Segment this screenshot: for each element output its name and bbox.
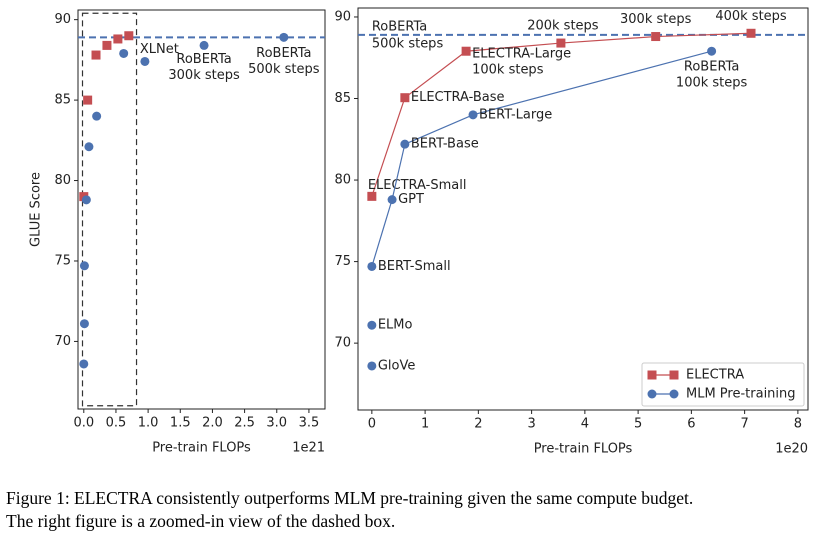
x-tick-label: 2 (474, 417, 482, 432)
y-tick-label: 70 (334, 336, 351, 351)
y-tick-label: 90 (54, 12, 71, 27)
x-axis-label: Pre-train FLOPs (152, 441, 251, 456)
point-label: ELECTRA-Base (411, 90, 505, 105)
data-point (279, 32, 289, 42)
legend-marker (647, 370, 657, 380)
data-point (113, 34, 123, 44)
data-point (367, 320, 377, 330)
zoom-box (81, 12, 138, 407)
plot-frame (357, 7, 809, 411)
data-point (367, 361, 377, 371)
legend-label: ELECTRA (686, 368, 744, 383)
x-tick-label: 1.0 (138, 416, 159, 431)
point-label: RoBERTa (256, 46, 311, 61)
x-tick-label: 3 (527, 417, 535, 432)
point-label: GloVe (378, 358, 416, 373)
data-point (79, 261, 89, 271)
data-point (707, 46, 717, 56)
data-point (81, 195, 91, 205)
point-label: XLNet (140, 42, 179, 57)
data-point (367, 191, 377, 201)
data-point (91, 50, 101, 60)
x-tick-label: 5 (634, 417, 642, 432)
point-label: BERT-Base (411, 137, 479, 152)
point-label: BERT-Small (378, 259, 451, 274)
point-label: 500k steps (248, 62, 320, 77)
data-point (84, 142, 94, 152)
data-point (102, 40, 112, 50)
data-point (124, 31, 134, 41)
reference-label: 500k steps (372, 36, 444, 51)
x-tick-label: 2.0 (202, 416, 223, 431)
y-tick-label: 75 (54, 253, 71, 268)
data-point (119, 48, 129, 58)
x-offset-label: 1e20 (775, 442, 808, 457)
series-line (371, 32, 752, 197)
x-tick-label: 8 (794, 417, 802, 432)
point-label: ELECTRA-Large (472, 47, 571, 62)
point-label: 100k steps (472, 63, 544, 78)
x-tick-label: 2.5 (234, 416, 255, 431)
legend-marker (647, 389, 657, 399)
caption-line: Figure 1: ELECTRA consistently outperfor… (6, 488, 693, 508)
x-offset-label: 1e21 (292, 441, 325, 456)
legend-marker (669, 389, 679, 399)
x-tick-label: 0.0 (73, 416, 94, 431)
y-axis-label: GLUE Score (29, 172, 44, 247)
x-tick-label: 7 (740, 417, 748, 432)
data-point (461, 46, 471, 56)
x-axis-label: Pre-train FLOPs (534, 442, 633, 457)
data-point (556, 38, 566, 48)
data-point (651, 32, 661, 42)
point-label: ELMo (378, 318, 413, 333)
y-tick-label: 70 (54, 334, 71, 349)
y-tick-label: 75 (334, 254, 351, 269)
point-label: 300k steps (168, 68, 240, 83)
x-tick-label: 3.5 (299, 416, 320, 431)
legend-marker (669, 370, 679, 380)
x-tick-label: 0 (368, 417, 376, 432)
x-tick-label: 1.5 (170, 416, 191, 431)
data-point (367, 261, 377, 271)
y-tick-label: 80 (334, 173, 351, 188)
point-label: GPT (398, 192, 424, 207)
point-label: RoBERTa (684, 60, 739, 75)
x-tick-label: 0.5 (106, 416, 127, 431)
data-point (468, 110, 478, 120)
y-tick-label: 80 (54, 173, 71, 188)
data-point (199, 40, 209, 50)
caption-line: The right figure is a zoomed-in view of … (6, 511, 395, 531)
x-tick-label: 4 (581, 417, 589, 432)
x-tick-label: 6 (687, 417, 695, 432)
data-point (387, 195, 397, 205)
point-label: 400k steps (715, 9, 787, 24)
x-tick-label: 1 (421, 417, 429, 432)
y-tick-label: 85 (54, 93, 71, 108)
point-label: BERT-Large (479, 107, 552, 122)
x-tick-label: 3.0 (266, 416, 287, 431)
point-label: 200k steps (527, 19, 599, 34)
data-point (83, 95, 93, 105)
point-label: 300k steps (620, 12, 692, 27)
legend-label: MLM Pre-training (686, 387, 796, 402)
data-point (92, 111, 102, 121)
point-label: 100k steps (676, 76, 748, 91)
y-tick-label: 85 (334, 91, 351, 106)
y-tick-label: 90 (334, 9, 351, 24)
legend-box (641, 362, 805, 407)
data-point (79, 319, 89, 329)
data-point (140, 56, 150, 66)
data-point (79, 359, 89, 369)
plot-frame (77, 9, 326, 410)
data-point (400, 93, 410, 103)
data-point (746, 28, 756, 38)
point-label: RoBERTa (176, 52, 231, 67)
reference-label: RoBERTa (372, 19, 427, 34)
point-label: ELECTRA-Small (368, 178, 467, 193)
data-point (400, 139, 410, 149)
